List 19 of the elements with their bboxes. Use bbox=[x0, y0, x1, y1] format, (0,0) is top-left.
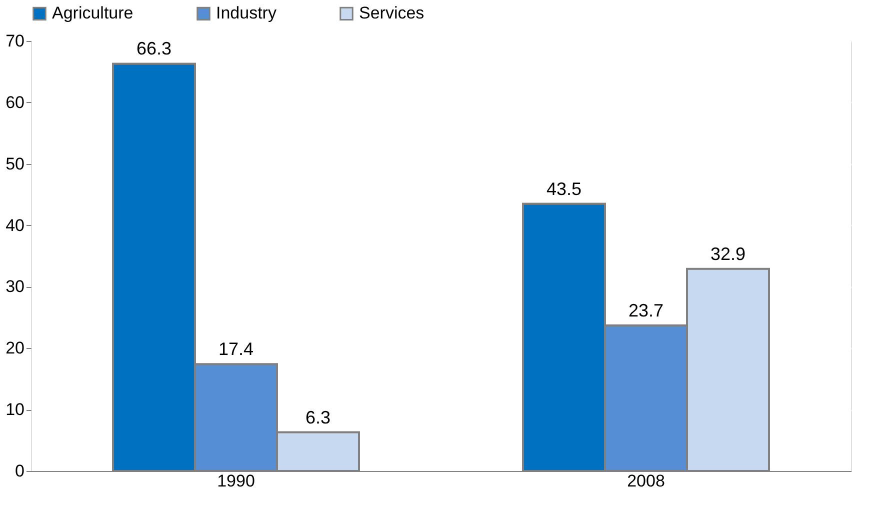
y-tick-label: 10 bbox=[6, 400, 24, 420]
y-tick-label: 60 bbox=[6, 92, 24, 112]
y-tick-label: 50 bbox=[6, 154, 24, 174]
y-tick-label: 0 bbox=[15, 462, 24, 480]
data-label: 32.9 bbox=[710, 244, 746, 264]
data-label: 23.7 bbox=[628, 300, 664, 320]
y-tick-label: 70 bbox=[6, 32, 24, 50]
y-tick-label: 30 bbox=[6, 277, 24, 296]
x-tick-label: 2008 bbox=[627, 472, 665, 490]
data-label: 6.3 bbox=[305, 407, 331, 428]
data-label: 66.3 bbox=[136, 38, 172, 59]
data-label: 17.4 bbox=[218, 339, 254, 360]
legend-label: Agriculture bbox=[52, 4, 134, 23]
legend-label: Industry bbox=[216, 4, 277, 23]
x-tick-label: 1990 bbox=[217, 472, 255, 490]
data-label: 43.5 bbox=[546, 178, 582, 199]
y-tick-label: 20 bbox=[6, 338, 24, 358]
legend-label: Services bbox=[359, 4, 424, 23]
y-tick-label: 40 bbox=[6, 216, 24, 235]
